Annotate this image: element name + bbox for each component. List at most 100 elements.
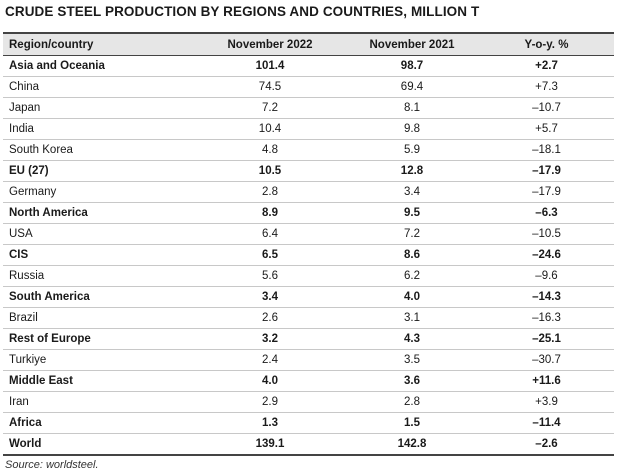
november-2021-value: 1.5: [345, 412, 479, 434]
table-body: Asia and Oceania 101.4 98.7 +2.7 China 74.5 69…: [3, 55, 614, 456]
november-2021-value: 142.8: [345, 433, 479, 456]
region-country-cell: World: [3, 433, 195, 456]
november-2022-value: 10.5: [195, 160, 345, 182]
table-row: South Korea 4.8 5.9 –18.1: [3, 139, 614, 161]
november-2021-value: 3.5: [345, 349, 479, 371]
table-row: South America 3.4 4.0 –14.3: [3, 286, 614, 308]
november-2021-value: 3.6: [345, 370, 479, 392]
november-2022-value: 10.4: [195, 118, 345, 140]
november-2022-value: 2.6: [195, 307, 345, 329]
region-country-cell: Africa: [3, 412, 195, 434]
november-2022-value: 6.5: [195, 244, 345, 266]
november-2021-value: 8.1: [345, 97, 479, 119]
november-2021-value: 9.8: [345, 118, 479, 140]
table-row: Middle East 4.0 3.6 +11.6: [3, 370, 614, 392]
november-2021-value: 8.6: [345, 244, 479, 266]
yoy-percent-value: –6.3: [479, 202, 614, 224]
region-country-cell: China: [3, 76, 195, 98]
region-country-cell: India: [3, 118, 195, 140]
yoy-percent-value: +2.7: [479, 55, 614, 77]
region-country-cell: Iran: [3, 391, 195, 413]
november-2021-value: 4.0: [345, 286, 479, 308]
table-row: Iran 2.9 2.8 +3.9: [3, 391, 614, 413]
yoy-percent-value: –10.7: [479, 97, 614, 119]
table-row: USA 6.4 7.2 –10.5: [3, 223, 614, 245]
region-country-cell: Japan: [3, 97, 195, 119]
header-row: Region/country November 2022 November 20…: [3, 32, 614, 56]
yoy-percent-value: –11.4: [479, 412, 614, 434]
region-country-cell: USA: [3, 223, 195, 245]
table-title: CRUDE STEEL PRODUCTION BY REGIONS AND CO…: [5, 4, 480, 19]
november-2021-value: 5.9: [345, 139, 479, 161]
november-2022-value: 8.9: [195, 202, 345, 224]
november-2021-value: 3.1: [345, 307, 479, 329]
november-2022-value: 6.4: [195, 223, 345, 245]
header-region-country: Region/country: [3, 32, 195, 56]
november-2022-value: 4.8: [195, 139, 345, 161]
yoy-percent-value: –9.6: [479, 265, 614, 287]
yoy-percent-value: –2.6: [479, 433, 614, 456]
table-row: World 139.1 142.8 –2.6: [3, 433, 614, 456]
november-2021-value: 69.4: [345, 76, 479, 98]
november-2021-value: 9.5: [345, 202, 479, 224]
yoy-percent-value: –18.1: [479, 139, 614, 161]
yoy-percent-value: –17.9: [479, 160, 614, 182]
region-country-cell: Middle East: [3, 370, 195, 392]
table-row: Asia and Oceania 101.4 98.7 +2.7: [3, 55, 614, 77]
yoy-percent-value: –14.3: [479, 286, 614, 308]
november-2022-value: 1.3: [195, 412, 345, 434]
yoy-percent-value: –17.9: [479, 181, 614, 203]
region-country-cell: Russia: [3, 265, 195, 287]
steel-production-table-wrapper: Region/country November 2022 November 20…: [3, 32, 614, 456]
yoy-percent-value: +5.7: [479, 118, 614, 140]
table-row: India 10.4 9.8 +5.7: [3, 118, 614, 140]
yoy-percent-value: –16.3: [479, 307, 614, 329]
region-country-cell: Asia and Oceania: [3, 55, 195, 77]
table-row: Turkiye 2.4 3.5 –30.7: [3, 349, 614, 371]
yoy-percent-value: –10.5: [479, 223, 614, 245]
november-2022-value: 2.4: [195, 349, 345, 371]
table-row: Russia 5.6 6.2 –9.6: [3, 265, 614, 287]
november-2021-value: 4.3: [345, 328, 479, 350]
yoy-percent-value: –25.1: [479, 328, 614, 350]
november-2022-value: 5.6: [195, 265, 345, 287]
november-2021-value: 12.8: [345, 160, 479, 182]
region-country-cell: Germany: [3, 181, 195, 203]
yoy-percent-value: +11.6: [479, 370, 614, 392]
november-2021-value: 98.7: [345, 55, 479, 77]
november-2021-value: 2.8: [345, 391, 479, 413]
region-country-cell: Rest of Europe: [3, 328, 195, 350]
table-row: Africa 1.3 1.5 –11.4: [3, 412, 614, 434]
table-row: China 74.5 69.4 +7.3: [3, 76, 614, 98]
region-country-cell: Turkiye: [3, 349, 195, 371]
region-country-cell: Brazil: [3, 307, 195, 329]
region-country-cell: North America: [3, 202, 195, 224]
november-2022-value: 101.4: [195, 55, 345, 77]
region-country-cell: EU (27): [3, 160, 195, 182]
table-row: Japan 7.2 8.1 –10.7: [3, 97, 614, 119]
region-country-cell: South Korea: [3, 139, 195, 161]
table-row: Germany 2.8 3.4 –17.9: [3, 181, 614, 203]
november-2021-value: 3.4: [345, 181, 479, 203]
november-2022-value: 139.1: [195, 433, 345, 456]
yoy-percent-value: +3.9: [479, 391, 614, 413]
november-2021-value: 6.2: [345, 265, 479, 287]
table-header: Region/country November 2022 November 20…: [3, 32, 614, 56]
steel-production-table: Region/country November 2022 November 20…: [3, 32, 614, 456]
source-note: Source: worldsteel.: [5, 459, 99, 471]
table-row: Brazil 2.6 3.1 –16.3: [3, 307, 614, 329]
november-2022-value: 3.4: [195, 286, 345, 308]
table-row: Rest of Europe 3.2 4.3 –25.1: [3, 328, 614, 350]
yoy-percent-value: +7.3: [479, 76, 614, 98]
table-row: EU (27) 10.5 12.8 –17.9: [3, 160, 614, 182]
region-country-cell: South America: [3, 286, 195, 308]
november-2022-value: 4.0: [195, 370, 345, 392]
november-2022-value: 3.2: [195, 328, 345, 350]
table-row: North America 8.9 9.5 –6.3: [3, 202, 614, 224]
november-2022-value: 2.8: [195, 181, 345, 203]
november-2021-value: 7.2: [345, 223, 479, 245]
header-yoy-percent: Y-o-y. %: [479, 32, 614, 56]
november-2022-value: 2.9: [195, 391, 345, 413]
november-2022-value: 7.2: [195, 97, 345, 119]
